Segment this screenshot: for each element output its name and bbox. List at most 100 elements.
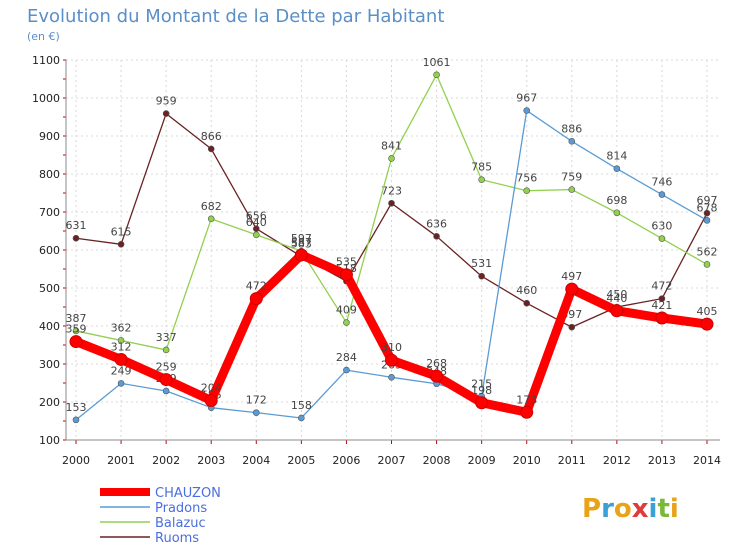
- y-tick-label: 400: [39, 320, 60, 333]
- data-point-chauzon: [114, 352, 128, 366]
- data-point-chauzon: [520, 405, 534, 419]
- legend-label-balazuc: Balazuc: [155, 516, 206, 531]
- data-point-balazuc: [568, 186, 576, 193]
- data-label-chauzon: 535: [336, 256, 357, 269]
- data-point-ruoms: [117, 241, 125, 248]
- data-label-balazuc: 337: [156, 331, 177, 344]
- data-point-pradons: [703, 217, 711, 224]
- data-point-balazuc: [388, 155, 395, 162]
- data-point-balazuc: [343, 319, 350, 326]
- y-tick-label: 900: [39, 130, 60, 143]
- x-tick-label: 2003: [197, 454, 225, 467]
- data-label-balazuc: 759: [561, 171, 582, 184]
- logo-text: Proxiti: [582, 494, 679, 524]
- data-label-pradons: 158: [291, 399, 312, 412]
- data-label-chauzon: 198: [471, 384, 492, 397]
- y-tick-label: 500: [39, 282, 60, 295]
- data-point-balazuc: [478, 176, 485, 183]
- data-label-pradons: 746: [651, 176, 672, 189]
- data-point-chauzon: [249, 292, 263, 306]
- data-label-ruoms: 866: [201, 130, 222, 143]
- data-label-balazuc: 640: [246, 216, 267, 229]
- data-point-balazuc: [162, 346, 170, 354]
- data-point-chauzon: [159, 373, 173, 387]
- x-tick-label: 2011: [558, 454, 586, 467]
- x-tick-label: 2004: [242, 454, 270, 467]
- data-label-chauzon: 472: [246, 280, 267, 293]
- data-point-pradons: [658, 191, 666, 198]
- data-label-balazuc: 362: [111, 321, 132, 334]
- data-label-pradons: 284: [336, 351, 357, 364]
- data-label-balazuc: 597: [291, 232, 312, 245]
- data-label-chauzon: 497: [561, 270, 582, 283]
- data-label-chauzon: 440: [606, 292, 627, 305]
- data-point-balazuc: [613, 209, 621, 217]
- x-tick-label: 2013: [648, 454, 676, 467]
- plot-area: 100 200 300 400 500 600 700 800 900 1000 1100 2000 2…: [32, 54, 721, 467]
- data-point-pradons: [117, 380, 125, 387]
- data-point-chauzon: [610, 304, 624, 318]
- chart-title: Evolution du Montant de la Dette par Hab…: [27, 6, 444, 27]
- data-point-pradons: [252, 409, 260, 416]
- data-point-balazuc: [72, 327, 80, 335]
- x-tick-label: 2006: [332, 454, 360, 467]
- data-label-pradons: 967: [516, 92, 537, 105]
- data-label-ruoms: 631: [66, 219, 87, 232]
- data-label-chauzon: 259: [156, 361, 177, 374]
- x-tick-label: 2010: [513, 454, 541, 467]
- data-point-ruoms: [433, 233, 440, 240]
- data-label-balazuc: 1061: [423, 56, 451, 69]
- data-point-chauzon: [69, 335, 83, 349]
- data-point-chauzon: [655, 311, 669, 325]
- x-tick-label: 2012: [603, 454, 631, 467]
- data-label-pradons: 249: [111, 364, 132, 377]
- proxiti-logo: Proxiti: [582, 494, 679, 524]
- data-label-chauzon: 310: [381, 341, 402, 354]
- data-point-ruoms: [162, 110, 170, 117]
- data-label-balazuc: 698: [606, 194, 627, 207]
- data-point-balazuc: [117, 337, 125, 344]
- data-label-pradons: 172: [246, 394, 267, 407]
- data-label-chauzon: 359: [66, 323, 87, 336]
- data-point-pradons: [298, 414, 305, 422]
- data-label-chauzon: 268: [426, 357, 447, 370]
- data-point-pradons: [568, 138, 576, 145]
- x-tick-label: 2009: [468, 454, 496, 467]
- data-point-chauzon: [339, 268, 353, 282]
- data-point-pradons: [388, 373, 395, 381]
- y-tick-label: 600: [39, 244, 60, 257]
- x-tick-label: 2014: [693, 454, 721, 467]
- data-label-chauzon: 312: [111, 340, 132, 353]
- data-point-chauzon: [700, 317, 714, 331]
- data-point-pradons: [162, 387, 170, 395]
- legend-label-chauzon: CHAUZON: [155, 486, 221, 501]
- y-tick-label: 200: [39, 396, 60, 409]
- data-label-balazuc: 387: [66, 312, 87, 325]
- data-point-balazuc: [207, 215, 215, 223]
- y-tick-label: 700: [39, 206, 60, 219]
- data-label-balazuc: 562: [697, 245, 718, 258]
- x-tick-label: 2005: [287, 454, 315, 467]
- data-label-balazuc: 409: [336, 304, 357, 317]
- data-point-ruoms: [703, 209, 711, 217]
- data-point-ruoms: [658, 295, 666, 302]
- y-tick-label: 100: [39, 434, 60, 447]
- y-tick-label: 1000: [32, 92, 60, 105]
- data-label-ruoms: 723: [381, 184, 402, 197]
- data-label-balazuc: 756: [516, 172, 537, 185]
- data-label-ruoms: 450: [606, 288, 627, 301]
- data-label-chauzon: 173: [516, 393, 537, 406]
- x-tick-label: 2002: [152, 454, 180, 467]
- data-label-chauzon: 204: [201, 381, 222, 394]
- data-label-ruoms: 615: [111, 225, 132, 238]
- data-label-ruoms: 636: [426, 217, 447, 230]
- data-label-ruoms: 656: [246, 210, 267, 223]
- data-label-ruoms: 531: [471, 257, 492, 270]
- data-point-ruoms: [478, 272, 485, 280]
- data-point-pradons: [343, 366, 350, 374]
- x-tick-label: 2008: [423, 454, 451, 467]
- data-point-pradons: [72, 416, 80, 424]
